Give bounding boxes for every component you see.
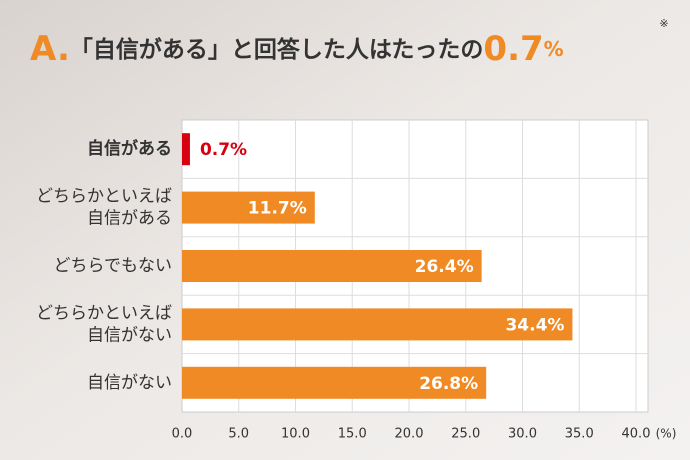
value-label: 0.7% bbox=[200, 140, 247, 160]
y-tick-label-line: 自信がある bbox=[87, 138, 172, 159]
x-tick-label: 30.0 bbox=[508, 427, 537, 442]
value-label: 11.7% bbox=[248, 199, 307, 219]
title-highlight: 0.7 bbox=[483, 29, 543, 69]
y-tick-label: 自信がある bbox=[87, 138, 172, 159]
bar bbox=[182, 366, 487, 399]
bar bbox=[182, 308, 573, 341]
x-tick-label: 25.0 bbox=[451, 427, 480, 442]
value-label: 34.4% bbox=[505, 315, 564, 335]
y-tick-label-line: 自信がある bbox=[87, 209, 172, 229]
x-tick-label: 0.0 bbox=[172, 427, 193, 442]
x-tick-label: 5.0 bbox=[228, 427, 249, 442]
y-tick-label: どちらでもない bbox=[54, 256, 173, 276]
value-label: 26.8% bbox=[419, 374, 478, 394]
x-tick-label: 15.0 bbox=[338, 427, 367, 442]
bar bbox=[182, 133, 190, 166]
bar bbox=[182, 250, 482, 282]
x-tick-label: 10.0 bbox=[281, 427, 310, 442]
y-tick-label: どちらかといえば自信がある bbox=[36, 187, 172, 229]
title-prefix: A. bbox=[30, 29, 70, 69]
y-tick-label-line: どちらかといえば bbox=[36, 187, 172, 207]
y-tick-label: 自信がない bbox=[87, 373, 172, 393]
title-unit: % bbox=[544, 37, 564, 61]
x-tick-label: 35.0 bbox=[565, 427, 594, 442]
y-tick-label-line: 自信がない bbox=[87, 325, 172, 345]
x-unit: (%) bbox=[656, 427, 677, 441]
y-tick-label: どちらかといえば自信がない bbox=[36, 303, 172, 345]
title-text: 「自信がある」と回答した人はたったの bbox=[70, 36, 484, 63]
y-tick-label-line: どちらかといえば bbox=[36, 303, 172, 323]
value-label: 26.4% bbox=[415, 257, 474, 277]
x-tick-label: 40.0 bbox=[622, 427, 651, 442]
bar bbox=[182, 191, 315, 224]
title-note: ※ bbox=[659, 17, 668, 30]
x-tick-label: 20.0 bbox=[395, 427, 424, 442]
y-tick-label-line: どちらでもない bbox=[54, 256, 173, 276]
chart-title: A.「自信がある」と回答した人はたったの0.7% bbox=[30, 29, 564, 69]
y-tick-label-line: 自信がない bbox=[87, 373, 172, 393]
